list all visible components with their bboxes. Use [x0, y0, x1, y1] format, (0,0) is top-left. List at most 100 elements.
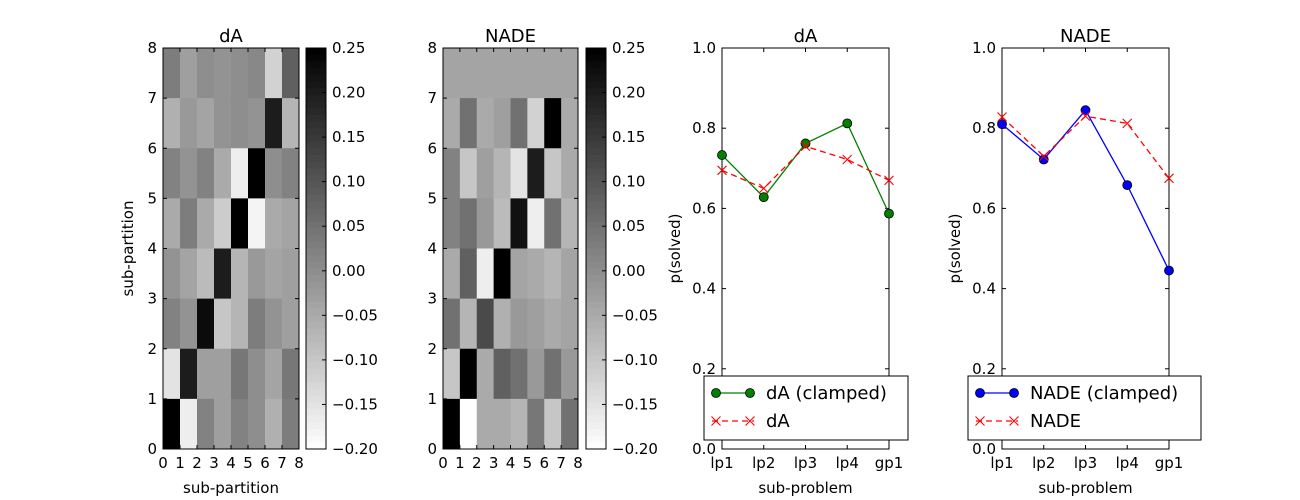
heatmap-cell [214, 298, 232, 350]
heatmap-cell [248, 248, 266, 300]
colorbar-tick-label: 0.15 [332, 128, 365, 146]
y-tick-label: 1 [427, 390, 437, 408]
colorbar-segment [306, 128, 326, 136]
heatmap-cell [510, 398, 528, 450]
y-axis-label: p(solved) [946, 213, 964, 283]
colorbar-segment [306, 415, 326, 423]
marker-stroke [1080, 111, 1091, 122]
colorbar-segment [586, 442, 606, 450]
colorbar-segment [306, 368, 326, 377]
colorbar-segment [306, 168, 326, 176]
x-tick-label: 2 [472, 454, 482, 472]
heatmap-cell [510, 248, 528, 300]
heatmap-cell [459, 198, 478, 249]
colorbar-segment [586, 168, 606, 176]
heatmap-cell [493, 148, 511, 199]
colorbar-tick-label: −0.15 [612, 395, 658, 413]
heatmap-cell [197, 148, 215, 199]
y-tick-label: 6 [147, 139, 157, 157]
heatmap-cell [265, 98, 283, 149]
colorbar-segment [586, 128, 606, 136]
x-tick-label: 6 [539, 454, 549, 472]
heatmap-cell [163, 198, 181, 249]
colorbar: −0.20 −0.15 −0.10 −0.05 0.00 0.05 0.10 0.15 0.20… [305, 39, 378, 458]
heatmap-cell [163, 398, 181, 450]
heatmap-cell [510, 348, 528, 400]
heatmap-cell [214, 198, 232, 249]
colorbar-tick-label: −0.05 [612, 306, 658, 324]
heatmap-cell [197, 48, 215, 99]
y-tick-label: 0.4 [972, 280, 996, 298]
data-point [1164, 173, 1174, 184]
colorbar-segment [306, 134, 326, 143]
heatmap-cell [231, 298, 249, 350]
colorbar-segment [306, 108, 326, 116]
heatmap-cell [265, 398, 283, 450]
y-axis-label: sub-partition [119, 201, 137, 297]
heatmap-cell [561, 248, 579, 300]
x-tick-label: 7 [277, 454, 287, 472]
colorbar-segment [586, 81, 606, 89]
heatmap-cell [231, 198, 249, 249]
colorbar-segment [586, 114, 606, 123]
x-tick-label: 3 [489, 454, 499, 472]
heatmap-cell [163, 48, 181, 99]
y-tick-label: 6 [427, 139, 437, 157]
heatmap-cell [459, 148, 478, 199]
heatmap-cell [197, 198, 215, 249]
x-axis-label: sub-partition [183, 479, 279, 497]
legend-marker [745, 388, 755, 398]
y-tick-label: 4 [427, 240, 437, 258]
heatmap-cell [476, 298, 495, 350]
x-tick-label-lp4: lp4 [836, 454, 859, 472]
legend-marker [711, 388, 721, 398]
heatmap-cell [527, 198, 545, 249]
heatmap-cell [163, 298, 181, 350]
series-da [717, 141, 894, 194]
heatmap-cell [180, 348, 198, 400]
heatmap-cell [265, 298, 283, 350]
chart-title: dA [794, 26, 818, 47]
colorbar-segment [306, 261, 326, 270]
marker-stroke [997, 112, 1007, 122]
colorbar-segment [586, 48, 606, 56]
colorbar-segment [306, 295, 326, 303]
colorbar-segment [586, 315, 606, 323]
colorbar-segment [586, 422, 606, 430]
colorbar-segment [586, 121, 606, 129]
colorbar-segment [306, 201, 326, 209]
heatmap-cell [443, 398, 461, 450]
colorbar-tick-label: 0.15 [612, 128, 645, 146]
heatmap-cell [180, 248, 198, 300]
marker-stroke [800, 141, 811, 152]
heatmap-cell [476, 348, 495, 400]
colorbar-segment [586, 108, 606, 116]
colorbar-tick-label: 0.00 [332, 262, 365, 280]
colorbar-segment [586, 281, 606, 290]
heatmap-cell [248, 398, 266, 450]
colorbar-tick-label: 0.10 [332, 173, 365, 191]
colorbar-segment [586, 328, 606, 336]
x-tick-label-lp2: lp2 [752, 454, 775, 472]
heatmap-cell [282, 48, 300, 99]
heatmap-cell [282, 198, 300, 249]
x-tick-label-lp3: lp3 [794, 454, 817, 472]
y-tick-label: 0.8 [692, 119, 716, 137]
y-tick-label: 8 [147, 39, 157, 57]
colorbar-segment [306, 428, 326, 437]
heatmap-cell [282, 348, 300, 400]
colorbar-segment [586, 288, 606, 296]
colorbar-segment [586, 74, 606, 83]
colorbar-segment [586, 261, 606, 270]
heatmap-cell [282, 148, 300, 199]
heatmap-cell [443, 248, 461, 300]
heatmap-cell [282, 398, 300, 450]
heatmap-cell [459, 48, 478, 99]
heatmap-cell [248, 298, 266, 350]
y-tick-label: 2 [427, 340, 437, 358]
heatmap-cell [231, 148, 249, 199]
colorbar-segment [306, 114, 326, 123]
y-tick-label: 4 [147, 240, 157, 258]
heatmap-cell [180, 98, 198, 149]
colorbar-segment [586, 141, 606, 149]
